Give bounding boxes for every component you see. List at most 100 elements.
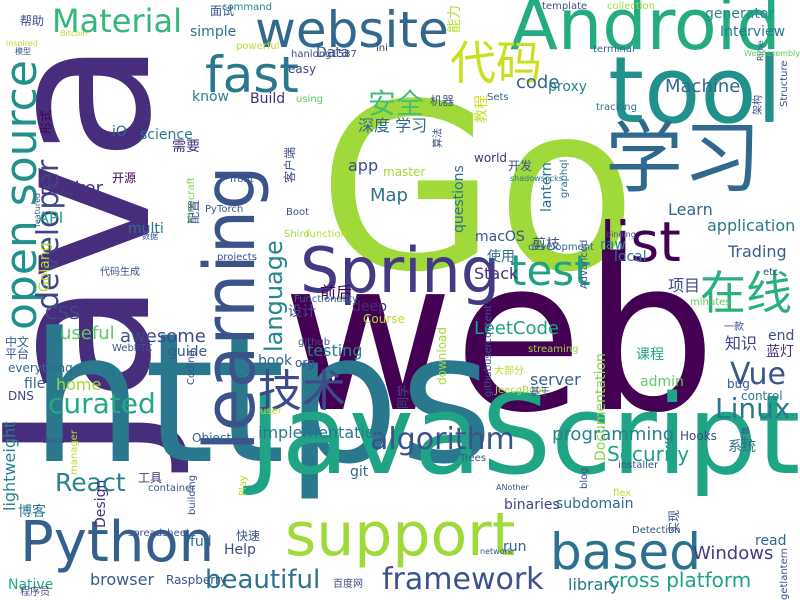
cloud-word: Native [8, 577, 54, 593]
cloud-word: software [530, 254, 573, 265]
cloud-word: run [503, 539, 527, 555]
cloud-word: LeetCode [474, 318, 559, 339]
cloud-word: 同学 [396, 384, 410, 409]
cloud-word: Raspberry [166, 573, 228, 587]
cloud-word: Detection [632, 525, 681, 536]
cloud-word: 技术 [258, 366, 346, 417]
cloud-word: 大部分 [494, 366, 524, 377]
cloud-word: shadowsocks [510, 174, 563, 183]
cloud-word: tool [608, 37, 783, 144]
cloud-word: server [530, 370, 581, 389]
cloud-word: API [38, 208, 64, 227]
cloud-word: network [480, 547, 513, 556]
cloud-word: science [140, 127, 193, 143]
cloud-word: binaries [504, 497, 560, 513]
cloud-word: cross platform [608, 568, 752, 592]
cloud-word: Vue [730, 357, 786, 392]
cloud-word: 机器 [430, 94, 455, 108]
cloud-word: Stack [474, 264, 519, 283]
cloud-word: Object [192, 431, 232, 445]
cloud-word: JavaScript [249, 371, 800, 499]
cloud-word: featured [33, 193, 42, 227]
cloud-word: 开源 [112, 171, 137, 185]
cloud-word: Interview [720, 24, 786, 40]
cloud-word: test [510, 246, 591, 295]
cloud-word: browser [90, 570, 155, 589]
cloud-word: book [258, 353, 293, 369]
cloud-word: Material [52, 2, 182, 40]
cloud-word: code [516, 72, 560, 93]
cloud-word: 课程 [636, 347, 664, 363]
cloud-word: 客户端 [283, 146, 297, 183]
cloud-word: Design [93, 479, 109, 528]
cloud-word: collection [607, 1, 655, 12]
cloud-word: control [741, 389, 783, 403]
cloud-word: command [222, 2, 272, 13]
cloud-word: getlantern [779, 547, 790, 600]
cloud-word: subdomain [556, 496, 634, 512]
cloud-word: hanlong1587 [291, 49, 357, 60]
cloud-word: 剪枝 [532, 237, 560, 253]
cloud-word: 面试 [210, 4, 235, 18]
cloud-word: home [56, 375, 102, 394]
cloud-word: 安全 [368, 87, 425, 120]
cloud-word: ini [376, 43, 388, 54]
cloud-word: powerful [236, 41, 280, 52]
cloud-word: binding [606, 230, 636, 239]
cloud-word: multi [128, 221, 164, 237]
cloud-word: WebRTC [112, 343, 153, 354]
cloud-word: using [296, 94, 324, 105]
cloud-word: DNS [8, 389, 34, 403]
cloud-word: projects [217, 252, 257, 263]
cloud-word: 架构 [753, 95, 764, 115]
cloud-word: Advanced [579, 239, 590, 289]
cloud-word: read [755, 533, 787, 549]
cloud-word: 数据 [142, 232, 158, 241]
cloud-word: minutes [690, 297, 731, 308]
cloud-word: 在线 [700, 266, 792, 320]
cloud-word: React [55, 468, 126, 497]
cloud-word: file [24, 376, 46, 392]
cloud-word: simple [190, 24, 237, 40]
cloud-word: Trees [460, 453, 487, 464]
cloud-word: 下载 [741, 427, 750, 443]
cloud-word: manager [69, 430, 80, 475]
cloud-word: Functionality [294, 294, 359, 305]
cloud-word: master [383, 165, 426, 179]
cloud-word: 知识 [725, 334, 758, 353]
cloud-word: iO [112, 124, 127, 140]
cloud-word: spreadsheet [128, 528, 190, 539]
cloud-word: etc [763, 267, 779, 278]
cloud-word: 蓝灯 [766, 344, 794, 360]
cloud-word: based [550, 523, 701, 581]
cloud-word: website [255, 1, 449, 59]
cloud-word: Docker [40, 178, 104, 199]
cloud-word: library [568, 575, 620, 594]
cloud-word: org [295, 356, 315, 370]
cloud-word: 能力 [447, 5, 463, 33]
cloud-word: user [260, 406, 282, 417]
cloud-word: web [282, 214, 717, 459]
cloud-word: container [148, 483, 196, 494]
cloud-word: testing [307, 341, 363, 360]
cloud-word: know [192, 89, 229, 105]
cloud-word: 项目 [668, 276, 701, 295]
cloud-word: front [230, 174, 254, 185]
cloud-word: terminal [593, 44, 635, 55]
cloud-word: Python [20, 510, 215, 575]
cloud-word: 平台 [5, 347, 30, 361]
cloud-word: development [528, 242, 594, 253]
cloud-word: 百度网 [333, 579, 363, 590]
cloud-word: 模型 [15, 47, 31, 56]
cloud-word: 使用 [487, 249, 515, 265]
cloud-word: framework [382, 562, 544, 597]
cloud-word: lightweight [0, 421, 19, 511]
cloud-word: 系统 [728, 439, 756, 455]
cloud-word: beautiful [205, 565, 321, 595]
cloud-word: local [614, 249, 647, 265]
cloud-word: 前后 [320, 283, 353, 302]
cloud-word: Play [238, 475, 249, 496]
cloud-word: Documentation [593, 353, 609, 461]
cloud-word: end [768, 328, 795, 344]
